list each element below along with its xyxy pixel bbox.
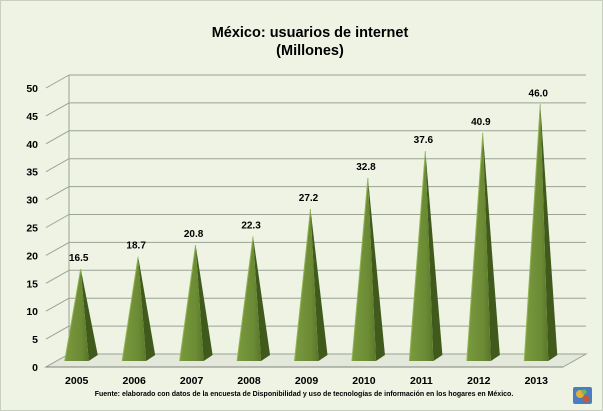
bar-side xyxy=(253,236,271,361)
y-tick-label: 50 xyxy=(26,83,38,95)
bar-highlight xyxy=(408,151,426,362)
bar-highlight xyxy=(64,268,82,362)
bar xyxy=(523,104,558,362)
x-tick-label: 2007 xyxy=(180,375,204,387)
x-tick-label: 2010 xyxy=(352,375,376,387)
bar xyxy=(408,151,443,362)
logo-icon xyxy=(573,387,592,404)
bar-front xyxy=(524,104,549,361)
bar-side xyxy=(195,244,213,361)
bar-front xyxy=(179,244,204,361)
bar-highlight xyxy=(294,209,311,362)
chart-subtitle: (Millones) xyxy=(276,43,344,59)
grid-line xyxy=(45,241,70,256)
bar-side xyxy=(482,132,500,361)
y-tick-label: 40 xyxy=(26,139,38,151)
x-tick-label: 2006 xyxy=(122,375,146,387)
bar-side xyxy=(425,151,443,361)
bar xyxy=(64,268,98,362)
bar-side xyxy=(540,104,558,361)
data-label: 20.8 xyxy=(184,229,204,240)
bar-side xyxy=(367,177,385,361)
x-tick-label: 2012 xyxy=(467,375,491,387)
bar-highlight xyxy=(523,104,541,362)
x-axis: 2005 2006 2007 2008 2009 2010 2011 2012 2013 xyxy=(65,375,548,387)
y-axis: 0 5 10 15 20 25 30 35 40 45 50 xyxy=(26,83,38,374)
bar-front xyxy=(466,132,491,361)
data-label: 32.8 xyxy=(356,162,376,173)
grid-line xyxy=(45,102,70,117)
bar xyxy=(121,256,156,362)
y-tick-label: 0 xyxy=(32,362,38,374)
y-tick-label: 10 xyxy=(26,306,38,318)
y-tick-label: 20 xyxy=(26,250,38,262)
grid-line xyxy=(45,297,70,312)
y-tick-label: 35 xyxy=(26,167,38,179)
y-tick-label: 15 xyxy=(26,278,38,290)
x-tick-label: 2005 xyxy=(65,375,89,387)
data-label: 46.0 xyxy=(529,88,549,99)
x-tick-label: 2008 xyxy=(237,375,261,387)
bar-highlight xyxy=(179,244,197,362)
data-label: 37.6 xyxy=(414,135,434,146)
data-label: 40.9 xyxy=(471,117,491,128)
bar-highlight xyxy=(351,177,369,362)
y-tick-label: 45 xyxy=(26,111,38,123)
x-tick-label: 2011 xyxy=(410,375,433,387)
x-tick-label: 2009 xyxy=(295,375,319,387)
grid-line xyxy=(45,269,70,284)
bar xyxy=(294,209,328,362)
bar-side xyxy=(310,209,328,361)
grid-line xyxy=(45,325,70,340)
data-label: 22.3 xyxy=(241,221,261,232)
y-tick-label: 5 xyxy=(32,334,38,346)
grid-line xyxy=(45,130,70,145)
data-label: 18.7 xyxy=(126,241,146,252)
bar-front xyxy=(351,177,376,361)
data-label: 27.2 xyxy=(299,193,319,204)
bar-front xyxy=(64,268,89,361)
data-label: 16.5 xyxy=(69,253,89,264)
bars: 16.5 18.7 20.8 22.3 27.2 32.8 37.6 40.9 46.0 xyxy=(64,88,558,362)
grid-line xyxy=(45,74,70,89)
grid-line xyxy=(45,214,70,228)
bar-highlight xyxy=(466,132,484,362)
bar xyxy=(466,132,500,362)
bar-front xyxy=(122,256,147,361)
chart-title: México: usuarios de internet xyxy=(212,25,409,41)
y-tick-label: 25 xyxy=(26,223,38,235)
x-tick-label: 2013 xyxy=(525,375,549,387)
y-tick-label: 30 xyxy=(26,195,38,207)
bar-highlight xyxy=(236,236,254,362)
bar xyxy=(236,236,271,362)
bar-front xyxy=(294,209,319,361)
chart-footnote: Fuente: elaborado con datos de la encues… xyxy=(95,391,514,398)
bar xyxy=(351,177,385,362)
bar-highlight xyxy=(121,256,139,362)
grid-line xyxy=(45,186,70,201)
bar-front xyxy=(237,236,262,361)
bar-side xyxy=(80,268,98,361)
bar-side xyxy=(138,256,156,361)
bar-front xyxy=(409,151,434,361)
grid-line xyxy=(45,158,70,173)
bar xyxy=(179,244,213,362)
